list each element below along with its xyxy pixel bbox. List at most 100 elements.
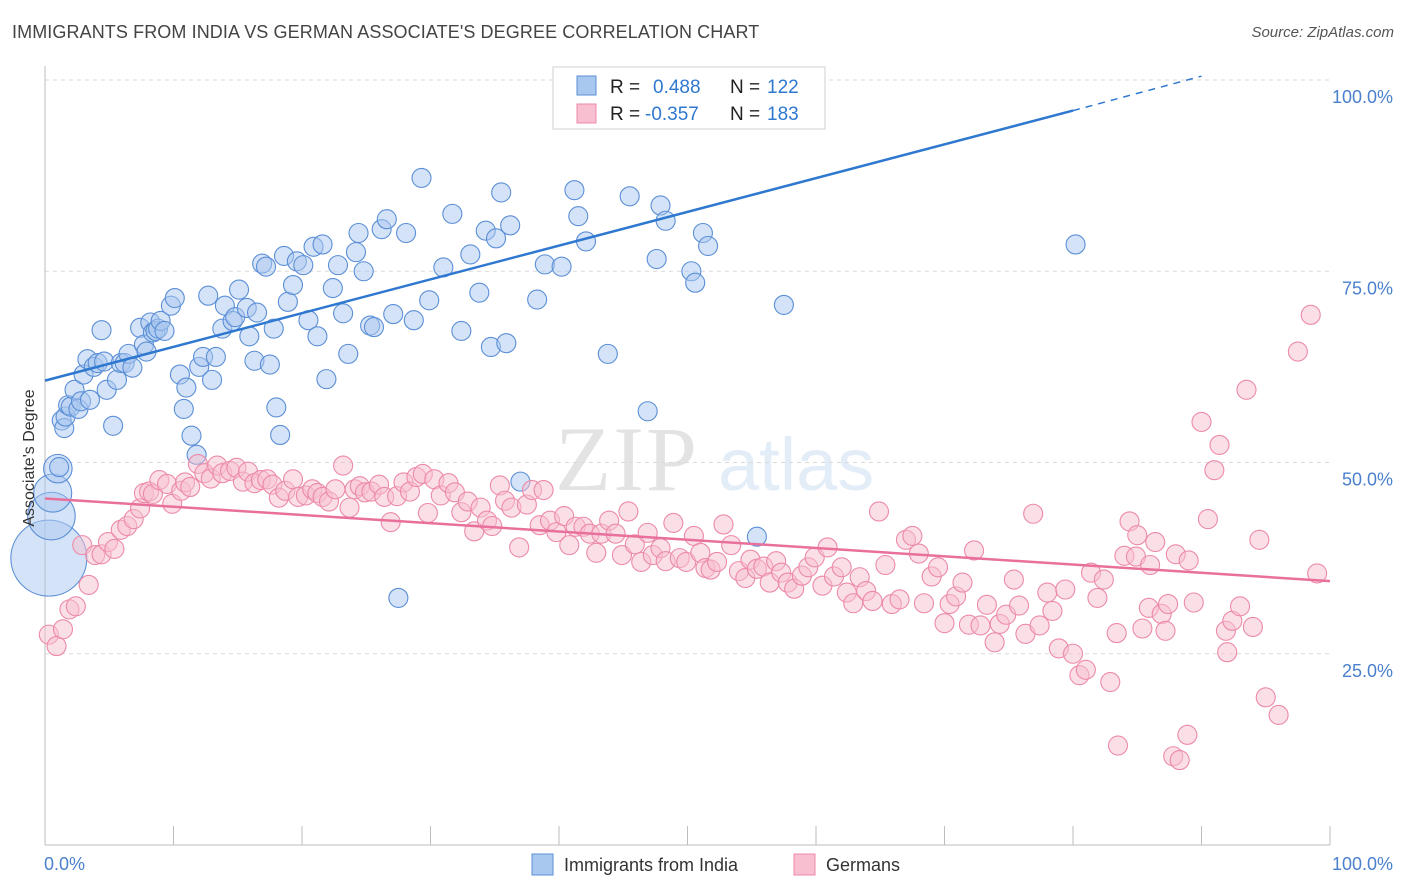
india-point-102 <box>527 289 548 310</box>
german-point-194 <box>1300 304 1321 325</box>
india-point-83 <box>376 209 397 230</box>
legend-swatch-german <box>576 103 597 124</box>
german-point-23 <box>180 476 201 498</box>
india-point-115 <box>685 272 706 293</box>
india-point-56 <box>246 302 268 323</box>
legend-r-label-india: R = <box>610 77 640 98</box>
india-point-85 <box>388 587 409 608</box>
stats-legend: R = 0.488 N = 122 R = -0.357 N = 183 <box>552 66 826 130</box>
legend-n-value-india: 122 <box>767 77 799 98</box>
india-point-39 <box>173 398 194 420</box>
german-point-195 <box>1307 563 1328 584</box>
india-point-79 <box>353 261 374 282</box>
series-legend: Immigrants from India Germans <box>531 853 900 876</box>
german-point-138 <box>913 593 934 614</box>
german-point-183 <box>1204 460 1225 481</box>
german-point-191 <box>1255 687 1276 708</box>
series-india-points <box>10 167 1086 608</box>
india-point-118 <box>746 526 767 547</box>
india-point-72 <box>316 369 337 390</box>
german-point-163 <box>1075 659 1096 680</box>
german-point-192 <box>1268 704 1289 726</box>
series-german-points <box>38 304 1328 771</box>
german-point-75 <box>509 537 530 558</box>
german-point-161 <box>1062 643 1084 664</box>
india-point-60 <box>263 318 284 339</box>
india-point-111 <box>646 248 667 270</box>
german-point-134 <box>889 589 910 610</box>
india-point-26 <box>122 357 143 378</box>
german-point-91 <box>611 545 633 566</box>
india-point-88 <box>411 167 432 188</box>
india-point-52 <box>228 279 250 300</box>
axes <box>44 66 1331 846</box>
german-point-199 <box>1155 620 1176 641</box>
german-point-136 <box>902 525 923 546</box>
german-point-83 <box>559 535 580 556</box>
german-point-47 <box>333 455 354 476</box>
india-point-18 <box>91 320 112 341</box>
legend-n-label-german: N = <box>730 104 760 125</box>
german-point-176 <box>1158 593 1179 615</box>
india-point-113 <box>655 210 676 231</box>
german-point-6 <box>78 574 99 595</box>
legend-bottom-label-india: Immigrants from India <box>564 855 739 875</box>
legend-bottom-swatch-german <box>793 853 816 876</box>
india-point-84 <box>383 304 404 325</box>
india-point-64 <box>277 291 298 312</box>
german-point-182 <box>1197 509 1218 530</box>
india-point-73 <box>322 278 343 299</box>
german-point-202 <box>1217 642 1238 663</box>
german-point-168 <box>1106 623 1127 644</box>
india-point-92 <box>451 320 472 341</box>
india-point-77 <box>345 242 367 263</box>
german-point-2 <box>52 619 74 640</box>
german-point-106 <box>707 551 728 573</box>
german-point-158 <box>1042 600 1063 621</box>
german-point-146 <box>964 540 985 561</box>
legend-r-value-india: 0.488 <box>653 77 701 98</box>
india-point-35 <box>154 320 175 341</box>
german-point-167 <box>1100 672 1121 693</box>
india-point-21 <box>103 415 124 436</box>
german-point-102 <box>683 525 704 546</box>
india-point-86 <box>396 222 417 244</box>
y-tick-label-1: 50.0% <box>1342 470 1393 490</box>
german-point-178 <box>1169 750 1190 771</box>
german-point-179 <box>1177 724 1198 745</box>
legend-r-value-german: -0.357 <box>645 104 699 125</box>
german-point-155 <box>1023 503 1044 524</box>
german-point-153 <box>1008 595 1030 616</box>
german-point-165 <box>1087 587 1108 608</box>
chart-title: IMMIGRANTS FROM INDIA VS GERMAN ASSOCIAT… <box>12 22 760 42</box>
german-point-1 <box>46 636 67 657</box>
india-point-109 <box>619 186 640 207</box>
german-point-166 <box>1093 569 1114 590</box>
india-point-41 <box>181 425 202 446</box>
german-point-201 <box>1178 550 1199 571</box>
india-point-70 <box>307 326 328 347</box>
german-point-147 <box>970 615 991 636</box>
watermark: ZIP atlas <box>555 408 874 510</box>
german-point-198 <box>1140 554 1161 576</box>
german-point-107 <box>713 514 734 535</box>
india-point-105 <box>564 180 585 201</box>
german-point-4 <box>65 596 86 617</box>
german-point-46 <box>325 479 346 500</box>
legend-bottom-swatch-india <box>531 853 554 876</box>
y-tick-label-3: 100.0% <box>1332 87 1393 107</box>
german-point-61 <box>417 502 438 524</box>
german-point-39 <box>282 469 304 490</box>
india-point-98 <box>491 182 512 203</box>
y-tick-label-0: 25.0% <box>1342 661 1393 681</box>
german-point-95 <box>637 522 658 543</box>
india-point-97 <box>485 228 507 249</box>
german-point-125 <box>831 557 852 578</box>
german-point-93 <box>624 534 645 555</box>
german-point-144 <box>952 572 973 593</box>
german-point-87 <box>586 542 607 563</box>
india-point-81 <box>363 317 385 338</box>
x-tick-label-1: 100.0% <box>1332 854 1393 874</box>
german-point-193 <box>1287 341 1308 362</box>
india-point-46 <box>202 369 223 390</box>
